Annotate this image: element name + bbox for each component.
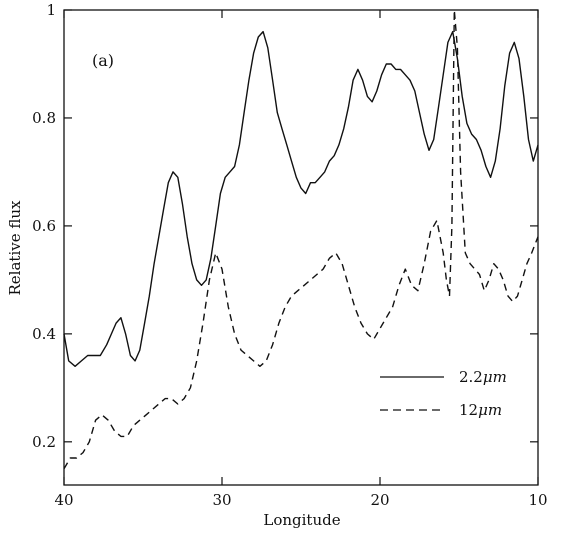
axis-ticks: 40 30 20 10 0.2 0.4 0.6 0.8 1 — [32, 1, 547, 509]
legend-label-12um: 12μm — [459, 401, 502, 419]
panel-label: (a) — [92, 51, 114, 70]
x-tick-label: 30 — [212, 491, 231, 509]
x-tick-label: 20 — [370, 491, 389, 509]
plot-frame — [63, 9, 539, 486]
series-line-12um — [63, 9, 539, 470]
legend-label-2.2um: 2.2μm — [459, 368, 507, 386]
y-tick-label: 0.6 — [32, 217, 56, 235]
y-tick-label: 0.8 — [32, 109, 56, 127]
y-tick-label: 0.2 — [32, 433, 56, 451]
y-tick-label: 1 — [46, 1, 56, 19]
legend: 2.2μm 12μm — [380, 368, 507, 419]
x-tick-label: 40 — [54, 491, 73, 509]
x-tick-label: 10 — [528, 491, 547, 509]
y-axis-title: Relative flux — [6, 200, 24, 296]
series-group — [63, 9, 539, 470]
x-axis-title: Longitude — [263, 511, 340, 529]
series-line-2.2um — [63, 30, 539, 367]
y-tick-label: 0.4 — [32, 325, 56, 343]
